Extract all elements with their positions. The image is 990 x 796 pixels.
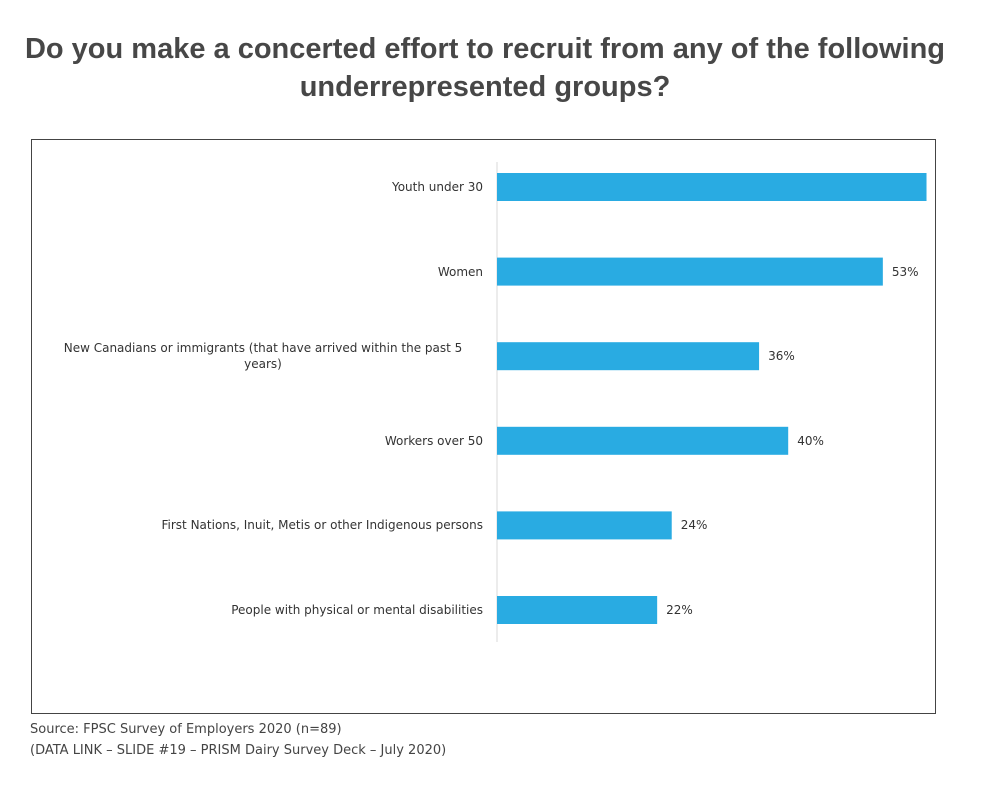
category-label-text: People with physical or mental disabilit… — [231, 603, 483, 617]
value-label-text: 40% — [797, 433, 824, 448]
bar — [497, 511, 672, 540]
category-label-text: Youth under 30 — [391, 180, 483, 194]
value-label-text: 22% — [666, 603, 693, 617]
bar — [497, 426, 789, 455]
chart — [496, 162, 927, 642]
source-note: Source: FPSC Survey of Employers 2020 (n… — [30, 722, 342, 737]
value-label-text: 24% — [680, 518, 708, 533]
category-label: Women — [32, 264, 483, 280]
value-label: 22% — [666, 603, 693, 617]
category-label: People with physical or mental disabilit… — [32, 602, 483, 618]
bar — [497, 257, 883, 286]
bar — [497, 596, 658, 624]
category-label: Workers over 50 — [32, 433, 483, 449]
value-label-text: 53% — [891, 264, 919, 279]
value-label: 24% — [681, 518, 708, 532]
bar — [497, 342, 760, 371]
value-label-text: 36% — [768, 349, 795, 364]
source-note: (DATA LINK – SLIDE #19 – PRISM Dairy Sur… — [30, 743, 447, 758]
category-label: New Canadians or immigrants (that have a… — [32, 340, 483, 372]
category-label: First Nations, Inuit, Metis or other Ind… — [32, 517, 484, 533]
value-label: 36% — [768, 349, 795, 363]
category-label-text: Women — [437, 264, 483, 279]
category-label-text: Workers over 50 — [384, 433, 483, 448]
category-label-text: New Canadians or immigrants (that have a… — [63, 341, 463, 372]
category-label: Youth under 30 — [32, 179, 483, 195]
bar — [497, 173, 927, 201]
value-label: 53% — [892, 265, 919, 279]
value-label: 40% — [797, 434, 824, 448]
category-label-text: First Nations, Inuit, Metis or other Ind… — [161, 518, 484, 533]
chart-title: Do you make a concerted effort to recrui… — [24, 33, 946, 103]
